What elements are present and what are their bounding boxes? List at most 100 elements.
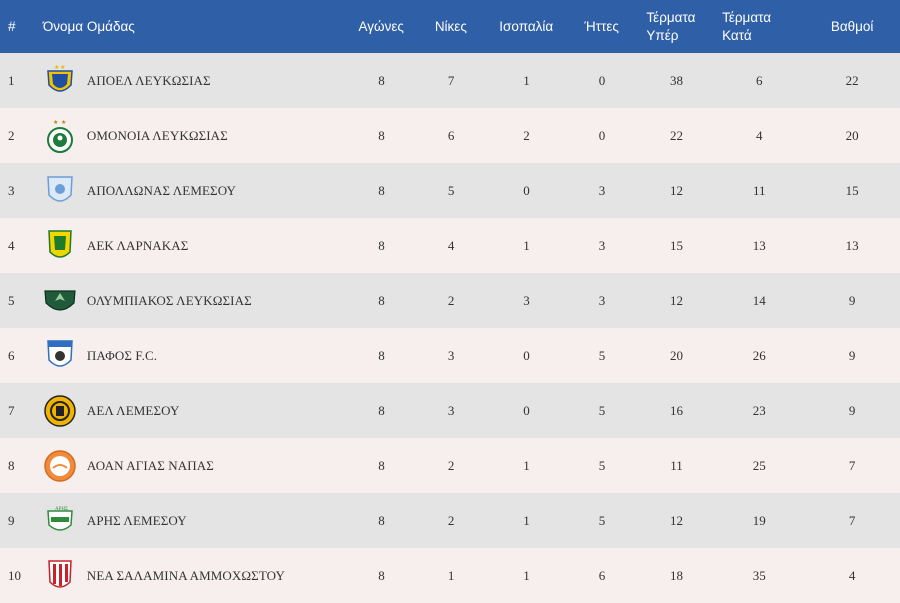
aris-crest-icon: ΑΡΗΣ: [43, 501, 77, 541]
header-goals-for-line2: Υπέρ: [646, 27, 679, 43]
apollon-crest-icon: [43, 171, 77, 211]
table-row: 6 ΠΑΦΟΣ F.C. 8 3 0 5 20 26 9: [0, 328, 900, 383]
position-cell: 3: [8, 182, 15, 198]
pafos-crest-icon: [43, 336, 77, 376]
position-cell: 4: [8, 237, 15, 253]
draws-cell: 1: [523, 457, 530, 473]
draws-cell: 3: [523, 292, 530, 308]
played-cell: 8: [378, 237, 385, 253]
points-cell: 9: [848, 292, 856, 308]
draws-cell: 0: [523, 402, 530, 418]
losses-cell: 0: [598, 72, 606, 88]
wins-cell: 5: [447, 182, 455, 198]
draws-cell: 1: [523, 72, 530, 88]
team-cell[interactable]: ★ ★ ΟΜΟΝΟΙΑ ΛΕΥΚΩΣΙΑΣ: [43, 116, 349, 156]
goals-for-cell: 22: [670, 127, 684, 143]
table-row: 8 ΑΟΑΝ ΑΓΙΑΣ ΝΑΠΑΣ 8 2 1 5 11 25 7: [0, 438, 900, 493]
team-cell[interactable]: ΑΕΛ ΛΕΜΕΣΟΥ: [43, 391, 349, 431]
table-row: 3 ΑΠΟΛΛΩΝΑΣ ΛΕΜΕΣΟΥ 8 5 0 3 12 11 15: [0, 163, 900, 218]
svg-text:★: ★: [61, 119, 66, 126]
losses-cell: 3: [598, 237, 606, 253]
points-cell: 15: [845, 182, 859, 198]
played-cell: 8: [378, 292, 385, 308]
position-cell: 10: [8, 567, 21, 583]
aoan-crest-icon: [43, 446, 77, 486]
wins-cell: 6: [447, 127, 455, 143]
losses-cell: 3: [598, 182, 606, 198]
svg-text:★: ★: [53, 119, 58, 126]
wins-cell: 3: [447, 347, 455, 363]
goals-for-cell: 11: [670, 457, 683, 473]
team-name[interactable]: ΑΟΑΝ ΑΓΙΑΣ ΝΑΠΑΣ: [86, 457, 214, 473]
draws-cell: 0: [523, 182, 530, 198]
table-row: 9 ΑΡΗΣ ΑΡΗΣ ΛΕΜΕΣΟΥ 8 2 1 5 12 19 7: [0, 493, 900, 548]
position-cell: 9: [8, 512, 15, 528]
omonoia-crest-icon: ★ ★: [43, 116, 77, 156]
svg-text:★: ★: [60, 64, 65, 71]
goals-against-cell: 4: [755, 127, 763, 143]
team-name[interactable]: ΑΕΚ ΛΑΡΝΑΚΑΣ: [86, 237, 189, 253]
team-cell[interactable]: ΑΡΗΣ ΑΡΗΣ ΛΕΜΕΣΟΥ: [43, 501, 349, 541]
goals-for-cell: 12: [670, 292, 684, 308]
losses-cell: 5: [598, 457, 606, 473]
table-row: 4 ΑΕΚ ΛΑΡΝΑΚΑΣ 8 4 1 3 15 13 13: [0, 218, 900, 273]
position-cell: 7: [8, 402, 15, 418]
wins-cell: 2: [447, 457, 455, 473]
team-cell[interactable]: ★ ★ ΑΠΟΕΛ ΛΕΥΚΩΣΙΑΣ: [43, 61, 349, 101]
played-cell: 8: [378, 567, 385, 583]
wins-cell: 1: [447, 567, 455, 583]
team-name[interactable]: ΠΑΦΟΣ F.C.: [86, 347, 158, 363]
team-name[interactable]: ΝΕΑ ΣΑΛΑΜΙΝΑ ΑΜΜΟΧΩΣΤΟΥ: [86, 567, 285, 583]
table-row: 7 ΑΕΛ ΛΕΜΕΣΟΥ 8 3 0 5 16 23 9: [0, 383, 900, 438]
goals-against-cell: 19: [752, 512, 766, 528]
points-cell: 4: [848, 567, 856, 583]
team-cell[interactable]: ΑΠΟΛΛΩΝΑΣ ΛΕΜΕΣΟΥ: [43, 171, 349, 211]
played-cell: 8: [378, 127, 385, 143]
svg-text:★: ★: [54, 64, 59, 71]
team-cell[interactable]: ΟΛΥΜΠΙΑΚΟΣ ΛΕΥΚΩΣΙΑΣ: [43, 281, 349, 321]
header-goals-for[interactable]: Τέρματα Υπέρ: [638, 9, 714, 45]
header-goals-for-line1: Τέρματα: [646, 9, 696, 25]
header-position[interactable]: #: [8, 19, 16, 34]
team-cell[interactable]: ΝΕΑ ΣΑΛΑΜΙΝΑ ΑΜΜΟΧΩΣΤΟΥ: [43, 556, 349, 596]
position-cell: 1: [8, 72, 15, 88]
table-row: 2 ★ ★ ΟΜΟΝΟΙΑ ΛΕΥΚΩΣΙΑΣ 8 6 2 0 22 4 20: [0, 108, 900, 163]
team-name[interactable]: ΑΠΟΕΛ ΛΕΥΚΩΣΙΑΣ: [86, 72, 211, 88]
wins-cell: 4: [447, 237, 455, 253]
header-team[interactable]: Όνομα Ομάδας: [42, 19, 135, 34]
team-cell[interactable]: ΑΟΑΝ ΑΓΙΑΣ ΝΑΠΑΣ: [43, 446, 349, 486]
table-row: 1 ★ ★ ΑΠΟΕΛ ΛΕΥΚΩΣΙΑΣ 8 7 1 0 38 6 22: [0, 53, 900, 108]
played-cell: 8: [378, 347, 385, 363]
header-losses[interactable]: Ήττες: [584, 19, 619, 34]
wins-cell: 2: [447, 292, 455, 308]
goals-against-cell: 23: [752, 402, 766, 418]
header-goals-against-line2: Κατά: [722, 27, 752, 43]
played-cell: 8: [378, 182, 385, 198]
header-goals-against[interactable]: Τέρματα Κατά: [714, 9, 804, 45]
header-points[interactable]: Βαθμοί: [830, 19, 874, 34]
table-header: # Όνομα Ομάδας Αγώνες Νίκες Ισοπαλία Ήττ…: [0, 0, 900, 53]
losses-cell: 6: [598, 567, 606, 583]
goals-against-cell: 13: [752, 237, 766, 253]
team-name[interactable]: ΑΡΗΣ ΛΕΜΕΣΟΥ: [86, 512, 187, 528]
goals-against-cell: 25: [752, 457, 766, 473]
header-played[interactable]: Αγώνες: [358, 19, 404, 34]
team-name[interactable]: ΑΠΟΛΛΩΝΑΣ ΛΕΜΕΣΟΥ: [86, 182, 237, 198]
team-name[interactable]: ΑΕΛ ΛΕΜΕΣΟΥ: [86, 402, 180, 418]
team-name[interactable]: ΟΜΟΝΟΙΑ ΛΕΥΚΩΣΙΑΣ: [86, 127, 228, 143]
losses-cell: 5: [598, 402, 606, 418]
goals-against-cell: 11: [752, 182, 766, 198]
wins-cell: 3: [447, 402, 455, 418]
team-name[interactable]: ΟΛΥΜΠΙΑΚΟΣ ΛΕΥΚΩΣΙΑΣ: [86, 292, 252, 308]
team-cell[interactable]: ΠΑΦΟΣ F.C.: [43, 336, 349, 376]
team-cell[interactable]: ΑΕΚ ΛΑΡΝΑΚΑΣ: [43, 226, 349, 266]
losses-cell: 5: [598, 512, 606, 528]
header-wins[interactable]: Νίκες: [434, 19, 467, 34]
goals-against-cell: 14: [752, 292, 766, 308]
goals-for-cell: 16: [670, 402, 684, 418]
olympiakos-crest-icon: [43, 281, 77, 321]
header-draws[interactable]: Ισοπαλία: [499, 19, 554, 34]
played-cell: 8: [378, 457, 385, 473]
losses-cell: 0: [598, 127, 606, 143]
